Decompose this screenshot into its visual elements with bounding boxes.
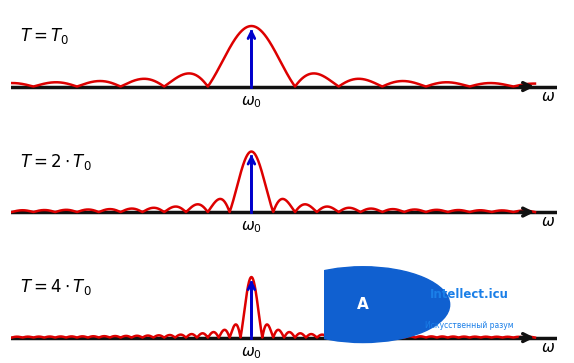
Text: $T=T_0$: $T=T_0$ [20,26,69,46]
Text: Intellect.icu: Intellect.icu [429,287,509,301]
Text: $T=4\cdot T_0$: $T=4\cdot T_0$ [20,277,92,297]
Text: $\omega$: $\omega$ [541,340,555,355]
Text: $T=2\cdot T_0$: $T=2\cdot T_0$ [20,151,92,172]
Text: $\omega_0$: $\omega_0$ [241,94,262,110]
Text: $\omega$: $\omega$ [541,89,555,104]
Circle shape [276,267,449,343]
Text: $\omega$: $\omega$ [541,215,555,229]
Text: $\omega_0$: $\omega_0$ [241,345,262,360]
Text: A: A [357,297,369,312]
Text: Искусственный разум: Искусственный разум [425,321,513,330]
Text: $\omega_0$: $\omega_0$ [241,219,262,235]
